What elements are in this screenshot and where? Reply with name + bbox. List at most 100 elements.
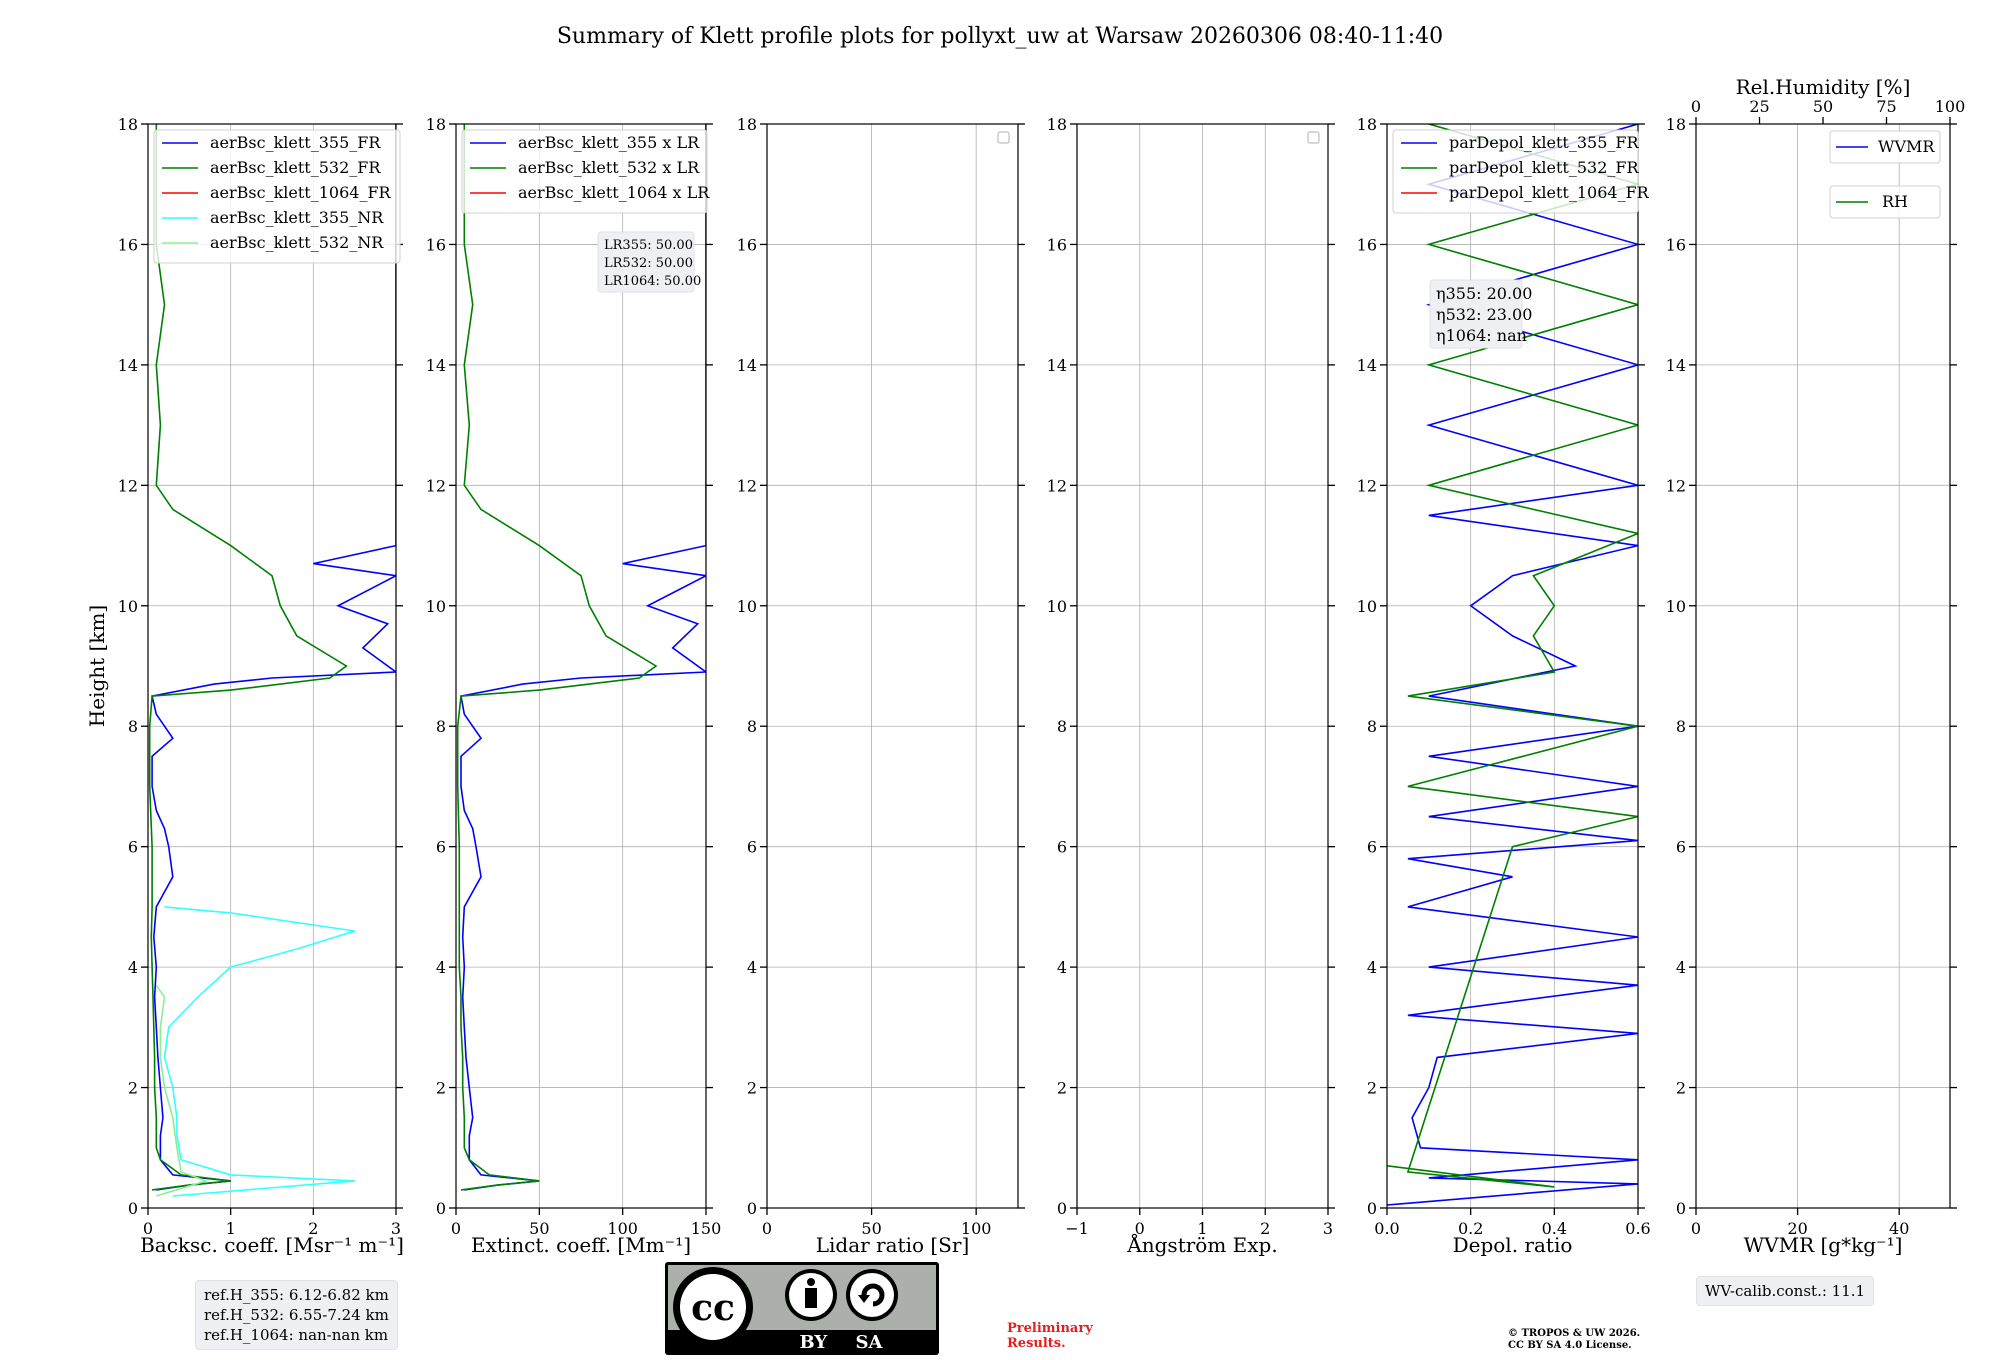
x-axis-label: Extinct. coeff. [Mm⁻¹] bbox=[471, 1233, 691, 1257]
top-tick-label: 0 bbox=[1691, 97, 1701, 116]
series-line-aerBsc_klett_355_FR bbox=[151, 124, 396, 1191]
x-axis-label: Lidar ratio [Sr] bbox=[816, 1233, 970, 1257]
y-tick-label: 4 bbox=[1367, 958, 1377, 977]
x-tick-label: 1 bbox=[1197, 1219, 1207, 1238]
y-tick-label: 10 bbox=[1047, 597, 1067, 616]
lidar-ratio-box bbox=[597, 231, 695, 293]
plot-frame bbox=[455, 123, 707, 1209]
plot-frame bbox=[1695, 123, 1951, 1209]
x-tick-label: 3 bbox=[391, 1219, 401, 1238]
legend-label: aerBsc_klett_532_NR bbox=[210, 233, 384, 252]
legend-label: parDepol_klett_355_FR bbox=[1449, 133, 1640, 152]
series-line-aerBsc_klett_532_NR bbox=[155, 984, 209, 1197]
y-tick-label: 18 bbox=[426, 115, 446, 134]
y-tick-label: 18 bbox=[1047, 115, 1067, 134]
ref-height-532: ref.H_532: 6.55-7.24 km bbox=[204, 1306, 389, 1324]
y-tick-label: 12 bbox=[1047, 476, 1067, 495]
y-tick-label: 2 bbox=[1676, 1079, 1686, 1098]
y-tick-label: 16 bbox=[426, 235, 446, 254]
copyright-line-2: CC BY SA 4.0 License. bbox=[1508, 1340, 1632, 1351]
y-tick-label: 16 bbox=[737, 235, 757, 254]
y-tick-label: 14 bbox=[737, 356, 757, 375]
y-tick-label: 6 bbox=[747, 838, 757, 857]
eta-box bbox=[1429, 279, 1523, 349]
y-tick-label: 8 bbox=[128, 717, 138, 736]
y-tick-label: 18 bbox=[1666, 115, 1686, 134]
y-tick-label: 8 bbox=[436, 717, 446, 736]
legend-box bbox=[461, 129, 708, 214]
eta-value: η532: 23.00 bbox=[1436, 305, 1532, 324]
x-tick-label: 50 bbox=[861, 1219, 881, 1238]
y-tick-label: 10 bbox=[737, 597, 757, 616]
top-tick-label: 75 bbox=[1876, 97, 1896, 116]
y-tick-label: 8 bbox=[1057, 717, 1067, 736]
y-tick-label: 18 bbox=[118, 115, 138, 134]
svg-text:cc: cc bbox=[691, 1287, 735, 1329]
lidar-ratio-value: LR1064: 50.00 bbox=[604, 274, 701, 289]
y-tick-label: 14 bbox=[1666, 356, 1686, 375]
y-tick-label: 16 bbox=[118, 235, 138, 254]
y-tick-label: 18 bbox=[737, 115, 757, 134]
y-tick-label: 16 bbox=[1666, 235, 1686, 254]
x-tick-label: 0 bbox=[762, 1219, 772, 1238]
y-tick-label: 10 bbox=[1666, 597, 1686, 616]
x-axis-label: Ångström Exp. bbox=[1126, 1232, 1277, 1257]
x-tick-label: 0.0 bbox=[1374, 1219, 1399, 1238]
eta-value: η1064: nan bbox=[1436, 326, 1527, 345]
y-tick-label: 2 bbox=[436, 1079, 446, 1098]
legend-label: aerBsc_klett_1064_FR bbox=[210, 183, 392, 202]
cc-license-badge: cc BY SA bbox=[665, 1262, 939, 1355]
x-tick-label: 150 bbox=[691, 1219, 722, 1238]
panel-lidar_ratio: 0 50 100 0 2 4 6 8 10 12 14 16 18 Lidar ratio [Sr] bbox=[737, 115, 1025, 1257]
x-axis-label: WVMR [g*kg⁻¹] bbox=[1744, 1233, 1903, 1257]
y-tick-label: 0 bbox=[1367, 1199, 1377, 1218]
y-tick-label: 12 bbox=[1666, 476, 1686, 495]
y-tick-label: 10 bbox=[426, 597, 446, 616]
wv-calibration-const: WV-calib.const.: 11.1 bbox=[1705, 1282, 1866, 1300]
x-tick-label: 1 bbox=[226, 1219, 236, 1238]
y-tick-label: 0 bbox=[436, 1199, 446, 1218]
lidar-ratio-value: LR355: 50.00 bbox=[604, 238, 693, 253]
figure-title: Summary of Klett profile plots for polly… bbox=[557, 24, 1443, 49]
series-line-aerBsc_klett_355_NR bbox=[163, 906, 355, 1197]
y-tick-label: 10 bbox=[118, 597, 138, 616]
y-tick-label: 12 bbox=[426, 476, 446, 495]
legend-label: aerBsc_klett_532_FR bbox=[210, 158, 381, 177]
legend-label: WVMR bbox=[1878, 137, 1935, 156]
y-axis-label: Height [km] bbox=[85, 605, 109, 727]
y-tick-label: 8 bbox=[1367, 717, 1377, 736]
x-tick-label: 3 bbox=[1323, 1219, 1333, 1238]
legend-label: parDepol_klett_1064_FR bbox=[1449, 183, 1650, 202]
y-tick-label: 4 bbox=[1676, 958, 1686, 977]
empty-legend-box bbox=[1307, 131, 1320, 144]
plot-frame bbox=[147, 123, 397, 1209]
y-tick-label: 12 bbox=[118, 476, 138, 495]
y-tick-label: 4 bbox=[128, 958, 138, 977]
legend-box bbox=[153, 129, 401, 264]
series-line-aerBsc_klett_532 x LR bbox=[456, 124, 658, 1191]
preliminary-line-2: Results. bbox=[1007, 1336, 1066, 1351]
ref-height-355: ref.H_355: 6.12-6.82 km bbox=[204, 1286, 389, 1304]
plot-frame bbox=[1386, 123, 1639, 1209]
x-tick-label: 50 bbox=[529, 1219, 549, 1238]
x-tick-label: −1 bbox=[1065, 1219, 1089, 1238]
x-tick-label: 2 bbox=[1260, 1219, 1270, 1238]
x-tick-label: 0 bbox=[1691, 1219, 1701, 1238]
copyright-note: © TROPOS & UW 2026. CC BY SA 4.0 License… bbox=[1508, 1328, 1640, 1352]
series-line-aerBsc_klett_355 x LR bbox=[460, 124, 706, 1191]
x-tick-label: 100 bbox=[961, 1219, 992, 1238]
ref-height-1064: ref.H_1064: nan-nan km bbox=[204, 1326, 389, 1344]
y-tick-label: 14 bbox=[426, 356, 446, 375]
y-tick-label: 2 bbox=[747, 1079, 757, 1098]
panel-depol: 0.0 0.2 0.4 0.6 0 2 4 6 8 10 12 14 16 18 Depol. ratio p… bbox=[1357, 115, 1651, 1257]
y-tick-label: 0 bbox=[1057, 1199, 1067, 1218]
legend-label: aerBsc_klett_355_FR bbox=[210, 133, 381, 152]
y-tick-label: 14 bbox=[1047, 356, 1067, 375]
y-tick-label: 0 bbox=[1676, 1199, 1686, 1218]
license-badge-text: BY SA bbox=[800, 1332, 884, 1353]
x-tick-label: 2 bbox=[308, 1219, 318, 1238]
y-tick-label: 10 bbox=[1357, 597, 1377, 616]
